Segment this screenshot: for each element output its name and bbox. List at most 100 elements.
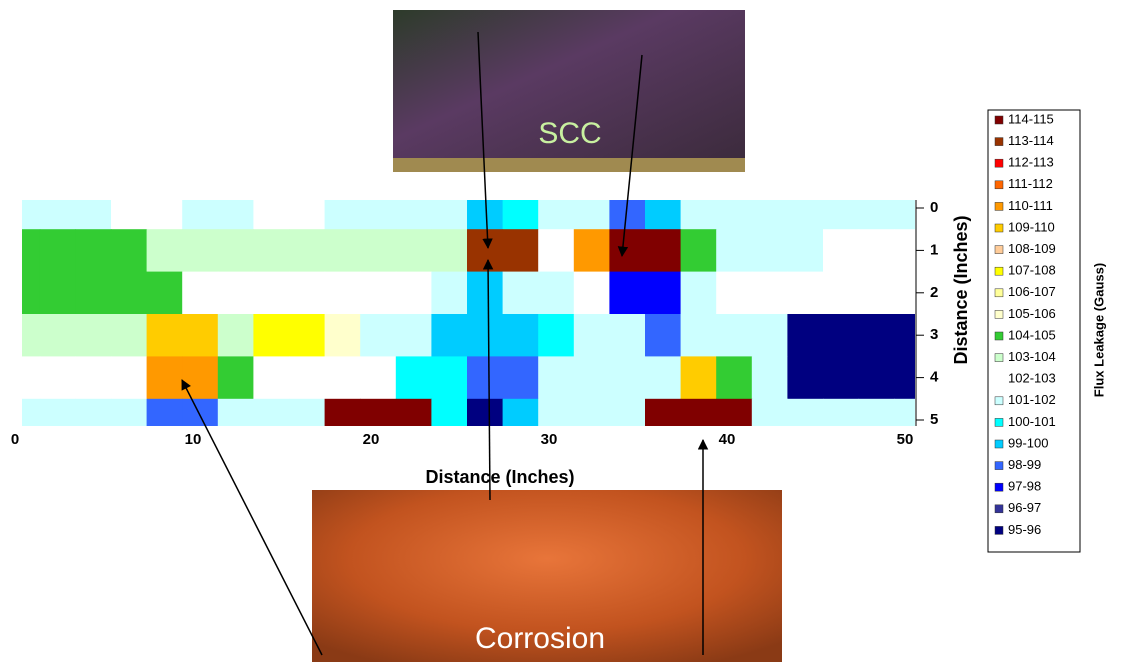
heat-cell: [858, 229, 895, 273]
heat-cell: [182, 314, 219, 357]
heat-cell: [75, 271, 112, 315]
legend-label: 105-106: [1008, 306, 1056, 321]
x-tick-label: 30: [541, 431, 558, 448]
heat-cell: [39, 356, 76, 400]
heat-cell: [823, 398, 860, 426]
legend-label: 103-104: [1008, 349, 1056, 364]
heat-cell: [538, 398, 575, 426]
heat-cell: [324, 200, 361, 230]
heat-cell: [609, 271, 646, 315]
heat-cell: [324, 398, 361, 426]
heat-cell: [75, 229, 112, 273]
legend-label: 96-97: [1008, 500, 1041, 515]
heat-cell: [111, 314, 148, 357]
heat-cell: [395, 356, 432, 400]
heat-cell: [716, 398, 753, 426]
heat-cell: [467, 271, 504, 315]
heat-cell: [467, 356, 504, 400]
heat-cell: [680, 314, 717, 357]
y-tick-label: 5: [930, 411, 938, 428]
heat-cell: [858, 314, 895, 357]
heat-cell: [894, 314, 915, 357]
legend-swatch: [994, 288, 1004, 298]
heat-cell: [573, 229, 610, 273]
heat-cell: [324, 271, 361, 315]
legend-swatch: [994, 223, 1004, 233]
heat-cell: [609, 356, 646, 400]
heat-cell: [39, 200, 76, 230]
heat-cell: [680, 271, 717, 315]
legend-label: 109-110: [1008, 219, 1055, 234]
heat-cell: [431, 200, 468, 230]
heat-cell: [22, 271, 41, 315]
heat-cell: [253, 229, 290, 273]
legend-swatch: [994, 137, 1004, 146]
heat-cell: [858, 200, 895, 230]
heat-cell: [680, 229, 717, 273]
legend-box: [987, 109, 1081, 553]
heat-cell: [324, 314, 361, 357]
heat-cell: [217, 356, 254, 400]
arrows: [181, 31, 709, 656]
heat-cell: [431, 314, 468, 357]
legend-swatch: [994, 245, 1004, 254]
legend: 114-115 113-114 112-113 111-112 110-111 109-1…: [994, 111, 1056, 537]
x-axis-title: Distance (Inches): [425, 467, 574, 487]
heat-cell: [823, 200, 860, 230]
heat-cell: [146, 356, 183, 400]
heat-cell: [182, 200, 219, 230]
heat-cell: [538, 314, 575, 357]
heat-cell: [289, 271, 326, 315]
heat-cell: [289, 314, 326, 357]
legend-swatch: [994, 115, 1004, 125]
heat-cell: [609, 398, 646, 426]
heat-cell: [146, 398, 183, 426]
heat-cell: [324, 356, 361, 400]
legend-label: 95-96: [1008, 522, 1041, 537]
heat-cell: [39, 398, 76, 426]
heat-cell: [787, 229, 824, 273]
legend-label: 113-114: [1008, 133, 1054, 148]
legend-swatch: [994, 331, 1004, 341]
heat-cell: [823, 229, 860, 273]
heat-cell: [431, 356, 468, 400]
legend-swatch: [994, 461, 1004, 470]
heat-cell: [253, 200, 290, 230]
heat-cell: [787, 271, 824, 315]
heat-cell: [39, 229, 76, 273]
heat-cell: [324, 229, 361, 273]
arrow: [477, 31, 493, 250]
legend-label: 107-108: [1008, 263, 1056, 278]
heat-cell: [22, 229, 41, 273]
y-tick-label: 3: [930, 326, 938, 343]
heat-cell: [395, 229, 432, 273]
heat-cell: [502, 314, 539, 357]
heat-cell: [217, 314, 254, 357]
heat-cell: [680, 200, 717, 230]
heat-cell: [360, 398, 397, 426]
heat-cell: [217, 200, 254, 230]
heat-cell: [431, 229, 468, 273]
heat-cell: [751, 398, 788, 426]
heat-cell: [467, 229, 504, 273]
legend-swatch: [995, 375, 1003, 384]
legend-label: 101-102: [1008, 392, 1056, 407]
heat-cell: [645, 314, 682, 357]
heat-cell: [823, 314, 860, 357]
x-tick-label: 20: [363, 431, 380, 448]
heat-cell: [716, 356, 753, 400]
heat-cell: [360, 200, 397, 230]
y-axis-title: Distance (Inches): [951, 215, 971, 364]
heat-cell: [538, 200, 575, 230]
x-tick-label: 0: [11, 431, 19, 448]
y-tick-label: 1: [930, 241, 938, 258]
heat-cell: [573, 356, 610, 400]
heat-cell: [39, 271, 76, 315]
heat-cell: [751, 200, 788, 230]
heat-cell: [431, 398, 468, 426]
heat-cell: [787, 200, 824, 230]
heat-cell: [502, 271, 539, 315]
ruler: [393, 158, 745, 172]
arrow: [617, 54, 643, 258]
heat-cell: [609, 314, 646, 357]
